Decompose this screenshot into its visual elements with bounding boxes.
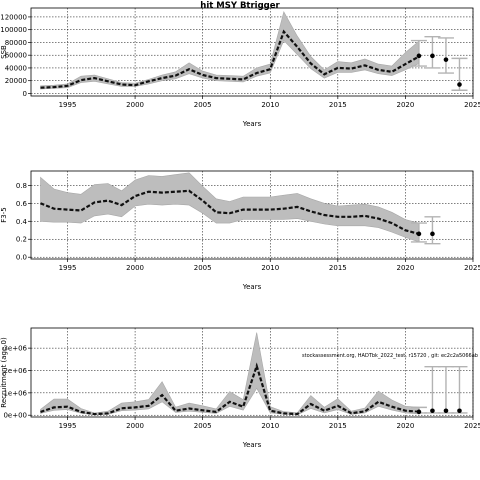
ssb-panel: 1995 2000 2005 2010 2015 2020 2025 0 20000 40000 6… [0,7,480,128]
fbar-forecast [410,216,441,245]
recruitment-x-tick-label-2025: 2025 [464,422,480,430]
ssb-x-tick-label-2020: 2020 [397,101,415,109]
fbar-x-tick-label-2005: 2005 [194,264,212,272]
ssb-y-tick-label-4: 80000 [5,39,27,47]
ssb-x-tick-label-1995: 1995 [59,101,77,109]
recruitment-y-tick-label-3: 3e+06 [3,345,27,353]
ssb-x-tick-label-2005: 2005 [194,101,212,109]
ssb-forecast-point-2021 [416,53,422,59]
ssb-x-axis-label: Years [242,120,262,128]
recruitment-x-axis-label: Years [242,441,262,449]
recruitment-y-tick-label-2: 2e+06 [3,367,27,375]
ssb-x-tick-label-2025: 2025 [464,101,480,109]
ssb-y-tick-label-2: 40000 [5,64,27,72]
recruitment-y-axis-label: Recruitment (age 0) [0,337,8,408]
fbar-x-tick-label-2020: 2020 [397,264,415,272]
figure-title: hit MSY Btrigger [200,1,280,11]
fbar-x-tick-label-2000: 2000 [126,264,144,272]
fbar-y-tick-label-2: 0.4 [16,218,28,226]
fbar-x-tick-label-2010: 2010 [261,264,279,272]
ssb-y-tick-label-5: 100000 [0,26,27,34]
fbar-x-tick-label-1995: 1995 [59,264,77,272]
ssb-y-tick-label-0: 0 [23,90,27,98]
fbar-y-tick-label-4: 0.8 [16,182,27,190]
recruitment-plot-frame [30,327,474,418]
ssb-confidence-band [40,10,420,90]
fbar-y-tick-label-1: 0.2 [16,236,27,244]
recruitment-forecast-point-2021 [416,409,422,415]
ssb-forecast-point-2024 [457,82,462,87]
recruitment-x-tick-label-2005: 2005 [194,422,212,430]
recruitment-axis-ticks: 1995 2000 2005 2010 2015 2020 2025 0e+00 1e+06 2e… [3,345,480,430]
recruitment-x-tick-label-1995: 1995 [59,422,77,430]
stockassessment-annotation: stockassessment.org, HADTbk_2022_test, r… [302,353,478,359]
ssb-y-tick-label-3: 60000 [5,52,27,60]
ssb-x-tick-label-2015: 2015 [329,101,347,109]
fbar-y-tick-label-3: 0.6 [16,200,28,208]
recruitment-median-line [40,362,419,416]
fbar-forecast-point-2022 [430,231,435,237]
fbar-median-line [40,189,420,235]
fbar-axis-ticks: 1995 2000 2005 2010 2015 2020 2025 0.0 0.2 0.4 0.6… [16,182,480,272]
recruitment-x-tick-label-2010: 2010 [261,422,279,430]
fbar-forecast-point-2021 [416,231,422,237]
recruitment-forecast-point-2024 [457,408,462,414]
ssb-forecast-point-2022 [430,53,435,59]
ssb-y-tick-label-6: 120000 [0,13,27,21]
fbar-confidence-band [40,172,420,243]
ssb-median-line [40,29,420,89]
ssb-forecast-point-2023 [443,57,449,62]
ssb-plot-frame [30,7,474,97]
ssb-axis-ticks: 1995 2000 2005 2010 2015 2020 2025 0 20000 40000 6… [0,13,480,109]
fbar-y-axis-label: F3-5 [0,207,8,222]
fbar-x-tick-label-2015: 2015 [329,264,347,272]
ssb-y-axis-label: SSB [0,45,8,59]
recruitment-panel: 1995 2000 2005 2010 2015 2020 2025 0e+00 1e+06 2e… [0,327,480,449]
fbar-panel: 1995 2000 2005 2010 2015 2020 2025 0.0 0.2 0.4 0.6… [0,170,480,291]
fbar-plot-frame [30,170,474,260]
recruitment-forecast-point-2022 [430,408,435,414]
fbar-x-axis-label: Years [242,283,262,291]
recruitment-y-tick-label-0: 0e+00 [3,412,27,420]
ssb-y-tick-label-1: 20000 [5,77,27,85]
recruitment-x-tick-label-2015: 2015 [329,422,347,430]
ssb-x-tick-label-2010: 2010 [261,101,279,109]
fbar-x-tick-label-2025: 2025 [464,264,480,272]
recruitment-forecast [410,365,468,415]
recruitment-x-tick-label-2000: 2000 [126,422,144,430]
recruitment-forecast-point-2023 [443,408,449,414]
ssb-forecast [410,35,468,91]
ssb-x-tick-label-2000: 2000 [126,101,144,109]
recruitment-x-tick-label-2020: 2020 [397,422,415,430]
recruitment-y-tick-label-1: 1e+06 [3,389,27,397]
fbar-y-tick-label-0: 0.0 [16,254,27,262]
